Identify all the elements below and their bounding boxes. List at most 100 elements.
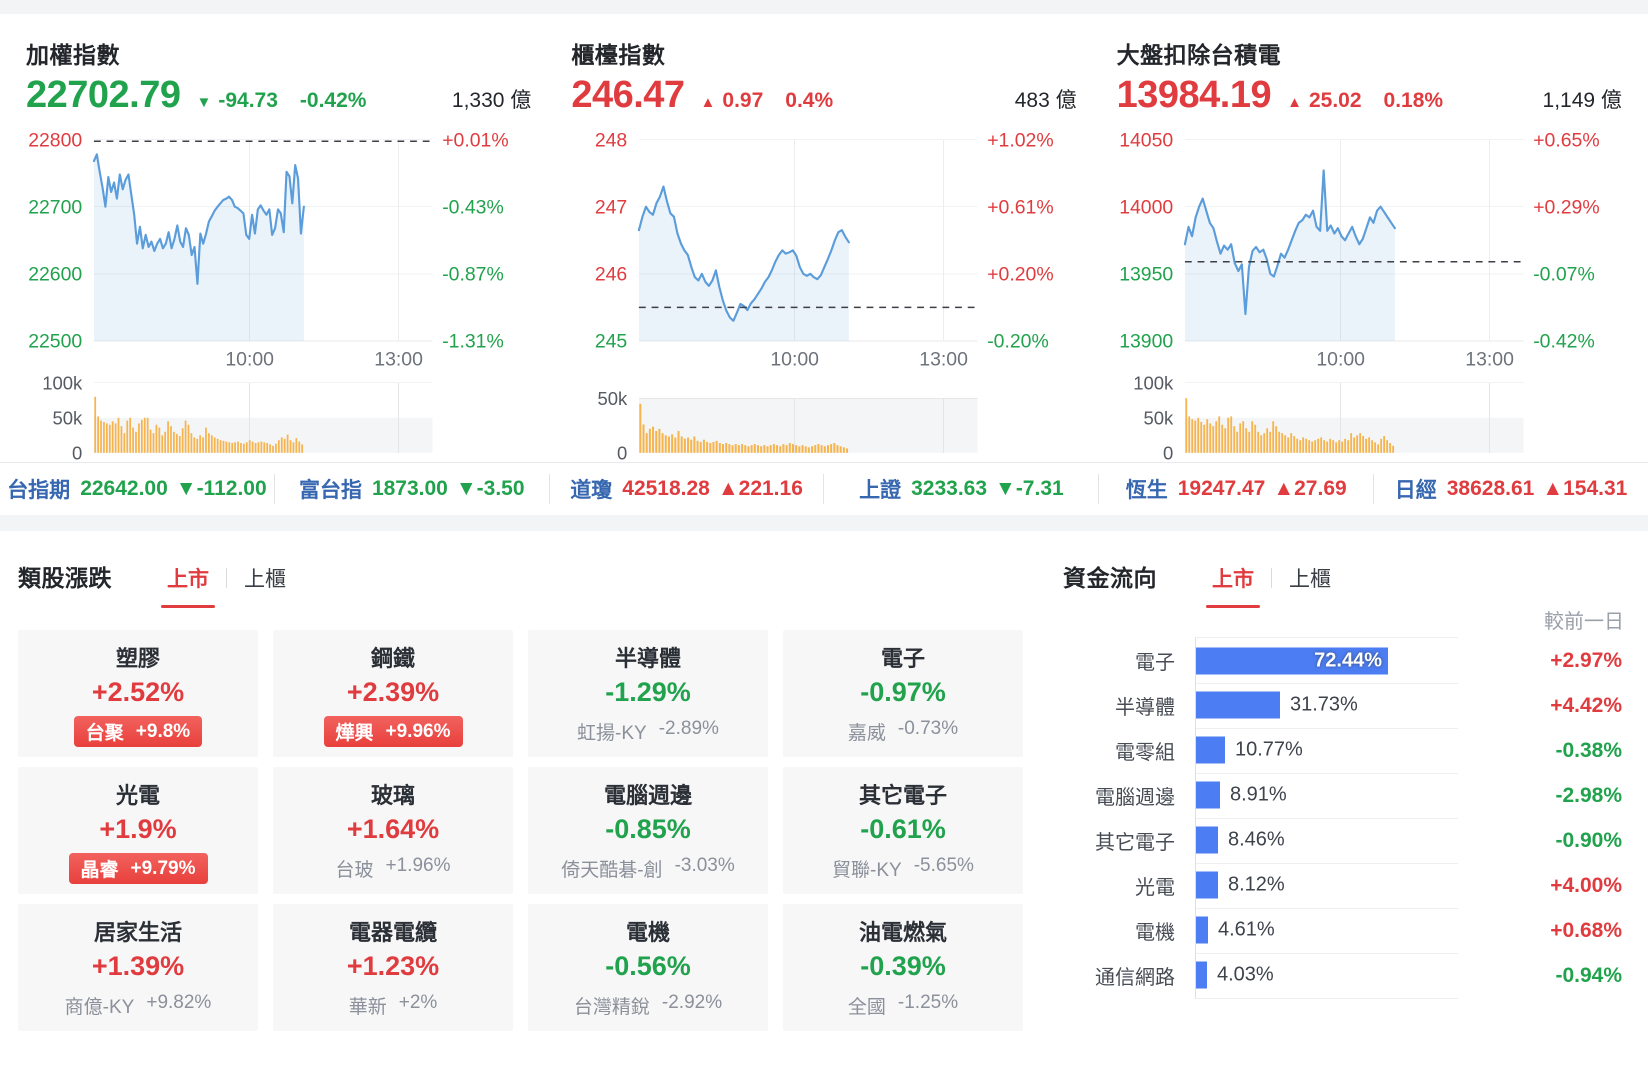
sector-card[interactable]: 其它電子 -0.61% 貿聯-KY -5.65% [783, 767, 1023, 895]
pct-axis-tick: -0.42% [1533, 330, 1595, 352]
fund-flow-category: 電機 [1135, 922, 1175, 945]
y-axis-tick: 248 [595, 129, 627, 151]
index-change: ▲ 25.02 0.18% [1287, 89, 1443, 113]
top-stock: 晶睿 +9.79% [68, 853, 208, 885]
top-stock-pct: -1.25% [897, 992, 959, 1014]
y-axis-tick: 22800 [28, 129, 82, 151]
sector-card[interactable]: 光電 +1.9% 晶睿 +9.79% [18, 767, 258, 895]
fund-flow-bar-track: 4.03% [1195, 952, 1458, 999]
pct-axis-tick: +0.61% [988, 196, 1054, 218]
top-stock-name: 台玻 [335, 860, 374, 882]
fund-flow-category: 電零組 [1115, 742, 1175, 765]
sector-card[interactable]: 電器電纜 +1.23% 華新 +2% [273, 904, 513, 1032]
ticker-item[interactable]: 上證 3233.63 ▼-7.31 [823, 474, 1098, 505]
change-arrow-icon: ▲ [1287, 94, 1302, 111]
top-stock-name: 台灣精銳 [573, 997, 650, 1019]
top-stock-name: 倚天酷碁-創 [561, 860, 663, 882]
fund-flow-bar-track: 4.61% [1195, 907, 1458, 954]
ticker-item[interactable]: 富台指 1873.00 ▼-3.50 [273, 474, 549, 505]
x-axis-tick: 10:00 [771, 348, 820, 370]
y-axis-tick: 22700 [28, 196, 82, 218]
top-stock-name: 台聚 [85, 723, 124, 745]
y-axis-tick: 13950 [1119, 263, 1173, 285]
ticker-value: 42518.28 [622, 477, 710, 501]
chart-panel-taiex: 加權指數 22702.79 ▼ -94.73 -0.42% 1,330 億 2280… [6, 18, 551, 462]
fund-flow-bar-track: 10.77% [1195, 727, 1458, 774]
change-value: 25.02 [1308, 89, 1362, 112]
tab-listed[interactable]: 上市 [150, 563, 226, 609]
fund-flow-bar-track: 72.44% [1195, 637, 1458, 685]
price-volume-chart: 248 +1.02% 247 +0.61% 246 +0.20% 245 -0.20% 10:0… [565, 124, 1090, 462]
sector-card[interactable]: 電腦週邊 -0.85% 倚天酷碁-創 -3.03% [528, 767, 768, 895]
limit-up-badge: 台聚 +9.8% [73, 716, 203, 748]
pct-axis-tick: -0.87% [442, 263, 504, 285]
ticker-change: ▲27.69 [1273, 477, 1347, 501]
top-stock-name: 華新 [348, 997, 387, 1019]
sector-card[interactable]: 半導體 -1.29% 虹揚-KY -2.89% [528, 630, 768, 758]
tab-listed[interactable]: 上市 [1195, 563, 1271, 609]
top-stock: 台灣精銳 -2.92% [574, 991, 722, 1021]
index-price: 13984.19 [1116, 74, 1272, 116]
sector-name: 光電 [115, 782, 160, 808]
fund-flow-rows: 電子 72.44% +2.97% 半導體 31.73% +4.42% 電零組 10.77% -0… [1063, 637, 1630, 999]
sector-card[interactable]: 塑膠 +2.52% 台聚 +9.8% [18, 630, 258, 758]
ticker-label: 台指期 [7, 479, 71, 503]
sector-card[interactable]: 玻璃 +1.64% 台玻 +1.96% [273, 767, 513, 895]
sector-change-pct: +2.39% [346, 676, 440, 707]
volume-bars [94, 396, 304, 453]
chart-title: 大盤扣除台積電 [1116, 42, 1282, 68]
top-stock-name: 虹揚-KY [577, 723, 647, 745]
sector-change-pct: -0.56% [605, 950, 691, 981]
fund-flow-bar [1196, 736, 1225, 764]
tab-otc[interactable]: 上櫃 [1289, 568, 1331, 592]
sector-card[interactable]: 油電燃氣 -0.39% 全國 -1.25% [783, 904, 1023, 1032]
intraday-chart-svg: 248 +1.02% 247 +0.61% 246 +0.20% 245 -0.20% 10:0… [595, 129, 1054, 462]
y-axis-tick: 245 [595, 330, 627, 352]
tab-separator [226, 568, 227, 589]
price-row: 22702.79 ▼ -94.73 -0.42% 1,330 億 [26, 74, 545, 118]
tab-otc[interactable]: 上櫃 [244, 568, 286, 592]
sector-card[interactable]: 電子 -0.97% 嘉威 -0.73% [783, 630, 1023, 758]
top-stock: 商億-KY +9.82% [65, 991, 212, 1021]
sector-card[interactable]: 鋼鐵 +2.39% 燁興 +9.96% [273, 630, 513, 758]
x-axis-tick: 10:00 [225, 348, 274, 370]
top-stock: 華新 +2% [349, 991, 438, 1021]
fund-flow-row: 電腦週邊 8.91% -2.98% [1063, 772, 1630, 819]
sector-change-pct: +1.39% [91, 950, 185, 981]
top-stock-name: 貿聯-KY [832, 860, 902, 882]
sector-card[interactable]: 居家生活 +1.39% 商億-KY +9.82% [18, 904, 258, 1032]
fund-flow-change: +4.42% [1550, 693, 1622, 717]
ticker-item[interactable]: 道瓊 42518.28 ▲221.16 [548, 474, 824, 505]
price-line [1183, 169, 1396, 315]
volume-axis-tick: 50k [52, 407, 83, 428]
top-stock: 台聚 +9.8% [73, 716, 203, 748]
fund-flow-value: 10.77% [1235, 738, 1303, 761]
top-stock-name: 燁興 [335, 723, 374, 745]
change-value: -94.73 [218, 89, 278, 112]
fund-flow-row: 其它電子 8.46% -0.90% [1063, 817, 1630, 864]
ticker-item[interactable]: 台指期 22642.00 ▼-112.00 [0, 474, 274, 504]
sector-change-pct: -0.85% [605, 813, 691, 844]
fund-flow-panel: 資金流向 上市 上櫃 較前一日 電子 72.44% +2.97% 半導體 31.73% +… [1063, 559, 1630, 1031]
fund-flow-change: -2.98% [1555, 783, 1622, 807]
pct-axis-tick: -0.43% [442, 196, 504, 218]
price-line [92, 152, 305, 285]
y-axis-tick: 22600 [28, 263, 82, 285]
ticker-item[interactable]: 日經 38628.61 ▲154.31 [1373, 474, 1648, 505]
sector-card[interactable]: 電機 -0.56% 台灣精銳 -2.92% [528, 904, 768, 1032]
sector-change-pct: +1.9% [99, 813, 177, 844]
ticker-label: 富台指 [298, 479, 362, 503]
top-stock: 貿聯-KY -5.65% [832, 854, 974, 884]
sector-name: 塑膠 [115, 645, 160, 671]
top-stock: 嘉威 -0.73% [848, 717, 958, 747]
fund-flow-bar [1196, 961, 1207, 989]
pct-axis-tick: +0.01% [442, 129, 508, 151]
ticker-item[interactable]: 恆生 19247.47 ▲27.69 [1098, 474, 1373, 505]
fund-flow-header: 資金流向 上市 上櫃 [1063, 559, 1630, 609]
turnover-amount: 1,330 億 [451, 89, 532, 112]
top-stock-pct: +2% [398, 992, 438, 1014]
sector-name: 半導體 [614, 645, 681, 671]
fund-flow-category: 通信網路 [1095, 967, 1175, 990]
fund-flow-bar-track: 8.12% [1195, 862, 1458, 909]
fund-flow-value: 4.61% [1218, 918, 1275, 941]
